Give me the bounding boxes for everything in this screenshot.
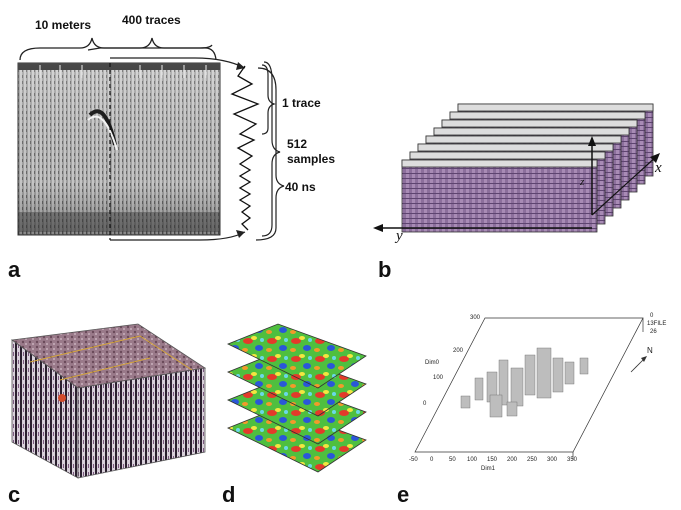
label-samples: samples: [287, 152, 336, 166]
y-tick-300: 300: [470, 315, 481, 321]
axis-label-y: y: [396, 228, 403, 244]
block-right: [77, 367, 206, 479]
y-tick-100: 100: [433, 375, 444, 381]
label-400-traces: 400 traces: [122, 13, 181, 27]
label-40ns: 40 ns: [285, 180, 316, 194]
panel-d-depth-slices: [227, 323, 367, 473]
y-tick-200: 200: [453, 348, 464, 354]
label-10-meters: 10 meters: [35, 18, 92, 32]
x-tick: 100: [467, 457, 478, 463]
z-tick-0: 0: [650, 313, 654, 319]
axis-label-x: x: [655, 160, 662, 176]
x-tick: 300: [547, 457, 558, 463]
x-tick: 0: [430, 457, 434, 463]
x-tick: 250: [527, 457, 538, 463]
y-tick-0: 0: [423, 401, 427, 407]
panel-label-d: d: [222, 482, 236, 507]
panel-label-b: b: [378, 257, 392, 282]
x-tick: 150: [487, 457, 498, 463]
label-1-trace: 1 trace: [282, 96, 321, 110]
panel-label-c: c: [8, 482, 21, 507]
panel-a-radargram: [17, 37, 285, 241]
y-label-dim0: Dim0: [425, 360, 440, 366]
axis-x: [591, 154, 659, 216]
x-tick: 350: [567, 457, 578, 463]
panel-a: 10 meters 400 traces 1 trace 512 samples…: [0, 0, 340, 290]
panel-d: d: [218, 300, 388, 510]
x-tick: 50: [449, 457, 456, 463]
x-label-dim1: Dim1: [481, 466, 496, 472]
panel-e: 300 200 Dim0 100 0 0 13FILE 26 N -50 0 5…: [395, 300, 681, 510]
axis-label-z: z: [580, 176, 585, 188]
panel-label-e: e: [397, 482, 410, 507]
slice-1: [227, 323, 367, 389]
x-axis-ticks: -50 0 50 100 150 200 250 300 350: [409, 457, 579, 467]
panel-c-3d-block: [10, 323, 207, 479]
x-tick: -50: [409, 457, 418, 463]
top-brace: [19, 37, 213, 61]
panel-label-a: a: [8, 257, 21, 282]
panel-b-3d-volume: [373, 103, 660, 233]
panel-c: c: [0, 300, 220, 510]
x-tick: 200: [507, 457, 518, 463]
z-tick-26: 26: [650, 329, 657, 335]
z-tick-13file: 13FILE: [647, 321, 667, 327]
trace-waveform: [230, 65, 260, 231]
traces-brace: [87, 37, 217, 61]
label-512: 512: [287, 137, 308, 151]
north-label: N: [647, 346, 653, 355]
panel-e-3d-isosurface: [414, 317, 647, 460]
panel-b: x y z b: [340, 0, 681, 290]
